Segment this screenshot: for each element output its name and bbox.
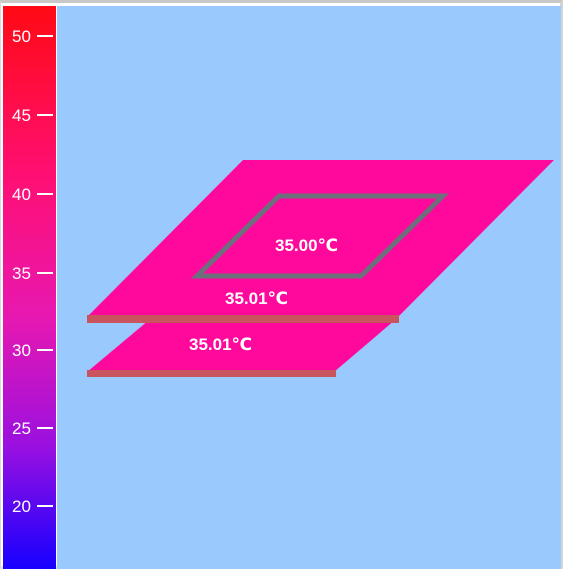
scale-tick-label: 50: [12, 27, 31, 46]
scale-tick-label: 30: [12, 341, 31, 360]
bottom-plate-temperature-label: 35.01℃: [189, 335, 252, 354]
scale-tick-label: 45: [12, 106, 31, 125]
plate-scene[interactable]: 35.01℃ 35.00℃ 35.01℃: [57, 6, 561, 569]
bottom-plate[interactable]: [87, 320, 395, 372]
scale-tick-20: 20: [3, 497, 56, 516]
scale-tick-mark: [37, 349, 53, 351]
scale-tick-50: 50: [3, 27, 56, 46]
scale-tick-40: 40: [3, 185, 56, 204]
scale-tick-label: 40: [12, 185, 31, 204]
scale-tick-25: 25: [3, 419, 56, 438]
scale-tick-label: 20: [12, 497, 31, 516]
scale-tick-30: 30: [3, 341, 56, 360]
bottom-plate-edge: [87, 370, 336, 377]
scale-tick-mark: [37, 114, 53, 116]
top-plate-temperature-label: 35.01℃: [225, 289, 288, 308]
temperature-color-scale: 50 45 40 35 30 25 20: [3, 6, 56, 569]
3d-view-area[interactable]: 35.01℃ 35.00℃ 35.01℃: [57, 6, 561, 569]
scale-tick-label: 35: [12, 264, 31, 283]
scale-tick-mark: [37, 272, 53, 274]
color-scale-gradient: [3, 6, 56, 569]
scale-tick-mark: [37, 427, 53, 429]
scale-tick-mark: [37, 505, 53, 507]
scale-tick-45: 45: [3, 106, 56, 125]
scale-tick-label: 25: [12, 419, 31, 438]
scale-tick-mark: [37, 35, 53, 37]
top-plate-edge: [87, 315, 399, 323]
inner-region-temperature-label: 35.00℃: [275, 236, 338, 255]
scale-tick-mark: [37, 193, 53, 195]
scale-tick-35: 35: [3, 264, 56, 283]
inner-region-outline[interactable]: [190, 193, 450, 279]
